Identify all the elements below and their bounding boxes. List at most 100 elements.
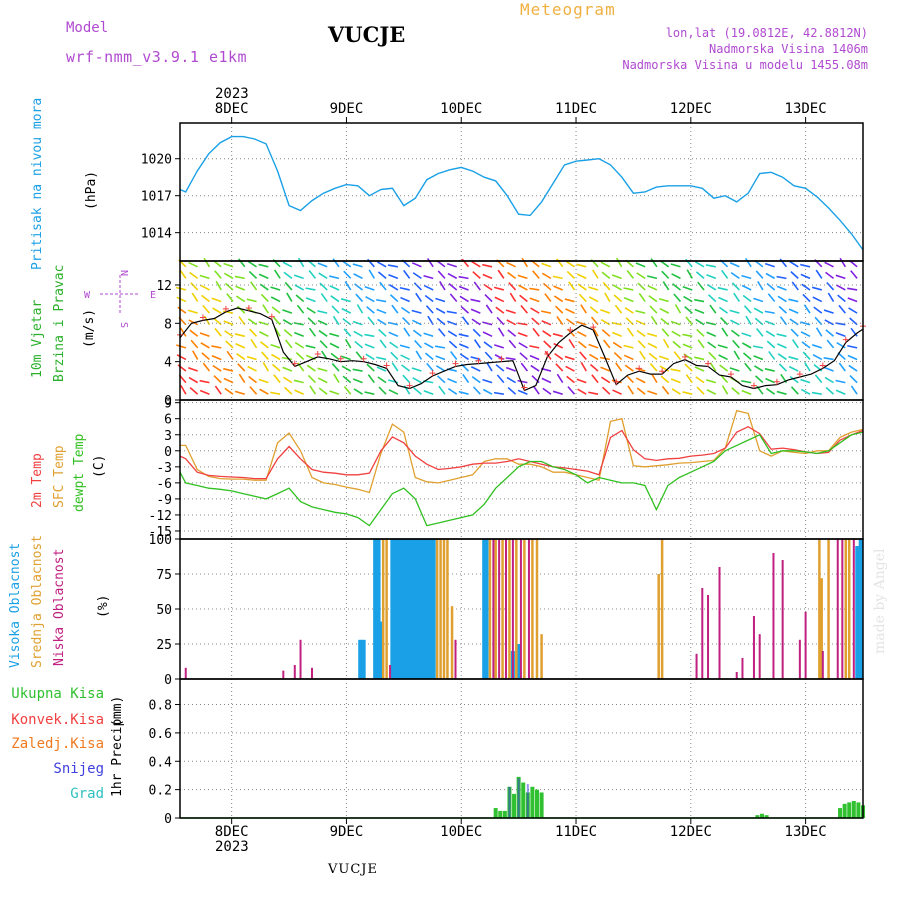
wind-barb — [848, 364, 858, 372]
wind-barb — [411, 309, 422, 314]
wind-barb — [471, 376, 481, 384]
wind-barb — [568, 339, 576, 349]
wind-barb — [742, 294, 752, 303]
wind-barb — [460, 305, 470, 314]
compass-s: S — [118, 322, 129, 328]
wind-barb — [356, 304, 364, 314]
wind-barb — [262, 362, 270, 372]
wind-barb — [306, 364, 316, 372]
cloud-bar — [421, 539, 426, 679]
wind-barb — [391, 304, 399, 314]
day-label-bottom: 10DEC — [440, 824, 482, 840]
wind-barb — [612, 341, 623, 349]
wind-barb — [483, 341, 493, 349]
wind-barb — [744, 362, 752, 372]
wind-barb — [461, 258, 470, 268]
day-label-top: 10DEC — [440, 101, 482, 117]
wind-barb — [293, 379, 304, 384]
wind-barb — [601, 271, 611, 280]
wind-barb — [847, 344, 858, 349]
wind-barb — [341, 307, 352, 314]
wind-barb — [777, 295, 787, 303]
wind-barb — [520, 304, 528, 314]
y-tick-label: 0.4 — [149, 755, 173, 770]
wind-barb — [839, 257, 847, 268]
wind-barb — [767, 293, 776, 303]
wind-barb — [850, 270, 858, 279]
wind-barb — [720, 374, 729, 384]
wind-barb — [776, 285, 787, 291]
wind-gust-marker — [337, 355, 344, 362]
wind-barb — [189, 329, 199, 337]
wind-barb — [189, 387, 199, 395]
wind-barb — [190, 339, 199, 349]
wind-gust-marker — [613, 378, 620, 385]
wind-barb — [224, 330, 234, 337]
cloud-bar — [511, 539, 514, 679]
wind-barb — [423, 332, 434, 338]
wind-barb — [800, 321, 811, 326]
wind-barb — [614, 304, 623, 314]
wind-barb — [505, 309, 516, 314]
wind-barb — [648, 352, 658, 361]
wind-barb — [731, 387, 740, 395]
wind-barb — [729, 367, 740, 372]
wind-barb — [234, 333, 245, 338]
wind-barb — [555, 363, 564, 372]
wind-barb — [211, 345, 222, 349]
wind-barb — [482, 388, 493, 395]
cloud-bar — [781, 560, 784, 679]
wind-barb — [529, 354, 540, 361]
wind-barb — [482, 273, 493, 280]
wind-barb — [258, 273, 269, 280]
cloud-bar — [735, 672, 738, 679]
wind-barb — [755, 375, 764, 384]
cloud-bar — [376, 539, 381, 679]
wind-barb — [495, 364, 505, 372]
wind-barb — [176, 344, 187, 349]
wind-barb — [604, 292, 611, 302]
wind-barb — [719, 364, 729, 372]
wind-barb — [695, 318, 705, 326]
wind-barb — [518, 342, 528, 349]
wind-barb — [588, 286, 599, 291]
wind-barb — [730, 329, 740, 337]
wind-barb — [259, 388, 269, 395]
wind-barb — [731, 282, 740, 291]
wind-gust-marker — [383, 362, 390, 369]
wind-barb — [249, 386, 258, 395]
wind-barb — [308, 327, 317, 337]
wind-barb — [201, 294, 210, 303]
wind-barb — [426, 362, 434, 372]
wind-barb — [505, 357, 516, 361]
wind-barb — [246, 355, 257, 361]
wind-barb — [517, 332, 528, 338]
wind-barb — [234, 275, 245, 280]
wind-barb — [568, 281, 576, 291]
cloud-bar — [821, 651, 824, 679]
wind-barb — [377, 318, 387, 326]
wind-barb — [248, 270, 258, 279]
wind-barb — [317, 310, 328, 314]
wind-barb — [272, 316, 281, 326]
wind-barb — [177, 306, 187, 314]
wind-barb — [237, 363, 246, 372]
wind-barb — [271, 306, 281, 314]
wind-barb — [813, 306, 823, 314]
wind-barb — [776, 333, 787, 338]
wind-barb — [435, 355, 446, 361]
wind-barb — [682, 285, 693, 291]
wind-barb — [223, 310, 234, 314]
wind-barb — [377, 271, 387, 279]
wind-barb — [811, 286, 822, 291]
wind-barb — [284, 386, 293, 395]
wind-barb — [364, 391, 375, 395]
wind-barb — [671, 273, 681, 280]
wind-barb — [448, 282, 458, 291]
wind-barb — [320, 292, 328, 303]
cloud-bar — [827, 539, 830, 679]
wind-barb — [718, 296, 728, 303]
wind-barb — [305, 297, 316, 303]
wind-barb — [493, 286, 505, 291]
